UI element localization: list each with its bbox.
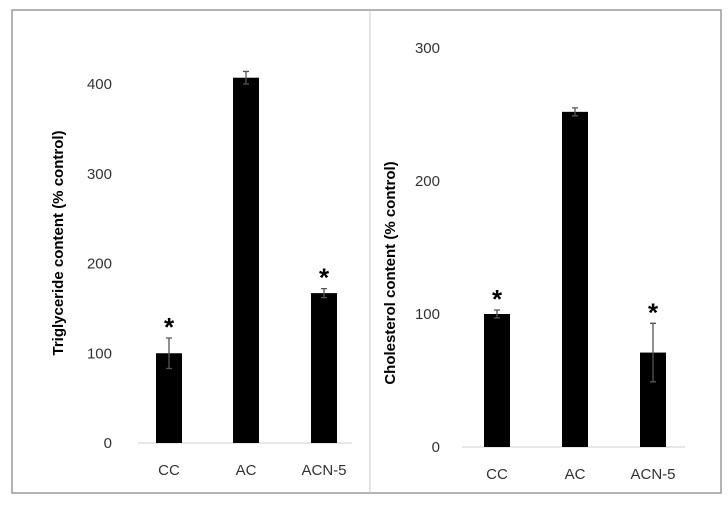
cholesterol-bars [484,111,666,447]
cholesterol-y-tick: 300 [415,40,440,57]
triglyceride-y-ticks: 0 100 200 300 400 [87,76,112,452]
triglyceride-significance-mark: * [319,263,330,293]
triglyceride-y-tick: 400 [87,76,112,93]
triglyceride-bar [311,293,337,443]
triglyceride-x-ticks: CC AC ACN-5 [158,462,346,479]
cholesterol-x-ticks: CC AC ACN-5 [486,466,675,483]
triglyceride-y-tick: 100 [87,345,112,362]
cholesterol-x-tick: CC [486,466,508,483]
triglyceride-bar [233,77,259,443]
cholesterol-error-bar [572,107,578,117]
cholesterol-significance-mark: * [648,297,659,327]
triglyceride-x-tick: CC [158,462,180,479]
triglyceride-y-axis-label: Triglyceride content (% control) [50,130,67,355]
cholesterol-error-bar [650,322,656,383]
cholesterol-chart: Cholesterol content (% control) 0 100 20… [382,40,685,483]
triglyceride-significance: * * [164,263,330,342]
cholesterol-bar [484,314,510,447]
triglyceride-bars [156,77,337,443]
triglyceride-x-tick: ACN-5 [301,462,346,479]
cholesterol-error-bar [494,309,500,319]
cholesterol-y-tick: 100 [415,306,440,323]
triglyceride-error-bar [243,70,249,85]
cholesterol-y-axis-label: Cholesterol content (% control) [382,161,399,384]
cholesterol-y-ticks: 0 100 200 300 [415,40,440,456]
triglyceride-error-bars [166,70,327,370]
cholesterol-error-bars [494,107,656,383]
triglyceride-x-tick: AC [236,462,257,479]
triglyceride-chart: Triglyceride content (% control) 0 100 2… [50,70,352,479]
cholesterol-y-tick: 200 [415,173,440,190]
triglyceride-y-tick: 300 [87,166,112,183]
triglyceride-error-bar [166,337,172,370]
figure-frame [11,9,722,494]
triglyceride-y-tick: 0 [104,435,112,452]
cholesterol-bar [562,111,588,447]
triglyceride-significance-mark: * [164,312,175,342]
triglyceride-error-bar [321,287,327,299]
cholesterol-significance: * * [492,284,659,327]
cholesterol-x-tick: ACN-5 [630,466,675,483]
triglyceride-y-tick: 200 [87,256,112,273]
cholesterol-x-tick: AC [565,466,586,483]
cholesterol-y-tick: 0 [432,439,440,456]
cholesterol-significance-mark: * [492,284,503,314]
